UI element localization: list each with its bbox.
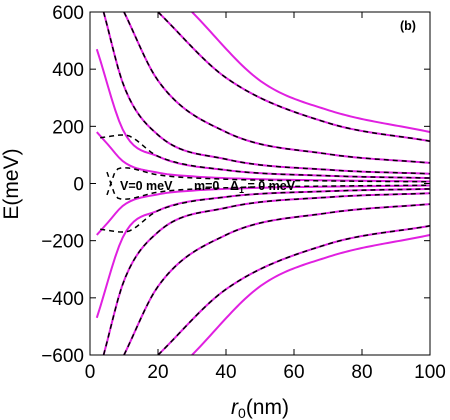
- y-tick-label: −400: [41, 289, 84, 310]
- dashed-level-curve-positive: [102, 12, 430, 175]
- dashed-level-curve-negative: [106, 171, 430, 200]
- curves-layer: [95, 12, 430, 355]
- x-tick-label: 0: [85, 362, 96, 383]
- x-axis-unit: (nm): [246, 396, 289, 419]
- x-tick-label: 100: [414, 362, 446, 383]
- dashed-level-curve-negative: [102, 192, 430, 355]
- dashed-level-curve-negative: [123, 203, 430, 355]
- x-axis-title: r0(nm): [231, 396, 289, 420]
- dashed-level-curve-positive: [100, 134, 430, 179]
- dashed-level-curve-positive: [123, 12, 430, 164]
- delta-symbol: Δ: [230, 179, 239, 193]
- annotation-m: m=0: [194, 179, 219, 193]
- dashed-level-curve-negative: [100, 188, 430, 233]
- annotation-delta: Δ1 = 0 meV: [230, 179, 296, 195]
- x-axis-subscript: 0: [238, 405, 246, 420]
- x-tick-label: 20: [147, 362, 168, 383]
- x-tick-label: 40: [215, 362, 236, 383]
- solid-level-curve-negative: [96, 184, 430, 236]
- y-tick-label: 400: [52, 60, 84, 81]
- y-axis-title: E(meV): [0, 148, 23, 219]
- solid-level-curve-positive: [96, 131, 430, 183]
- annotation-v: V=0 meV: [120, 179, 173, 193]
- y-tick-label: −600: [41, 346, 84, 367]
- solid-level-curve-positive: [191, 12, 430, 134]
- delta-value: = 0 meV: [244, 179, 296, 193]
- y-tick-label: −200: [41, 232, 84, 253]
- plot-background: [90, 12, 430, 355]
- y-tick-label: 0: [73, 175, 84, 196]
- dashed-level-curve-positive: [157, 12, 430, 142]
- x-axis-symbol: r: [231, 396, 239, 419]
- y-tick-label: 600: [52, 3, 84, 24]
- dashed-level-curve-positive: [106, 167, 430, 196]
- solid-level-curve-negative: [191, 233, 430, 355]
- ticks-layer: 0 20 40 60 80 100 600 400 200 0 −200 −400 −600: [41, 3, 446, 383]
- x-tick-label: 60: [283, 362, 304, 383]
- x-tick-label: 80: [351, 362, 372, 383]
- panel-label: (b): [400, 19, 416, 33]
- dashed-level-curve-negative: [157, 225, 430, 355]
- y-tick-label: 200: [52, 117, 84, 138]
- delta-subscript: 1: [239, 185, 244, 195]
